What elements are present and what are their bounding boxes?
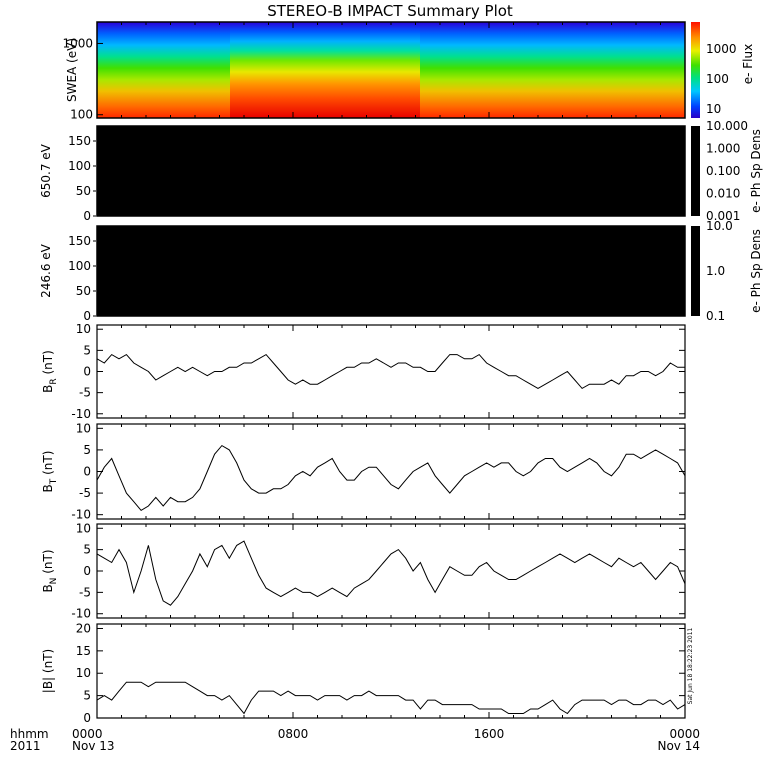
br-ytick-label-4: 10 (76, 322, 91, 336)
bt-ytick-label-1: -5 (79, 486, 91, 500)
bn-panel: -10 -5 0 5 10 BN (nT) (41, 521, 686, 621)
pad650-ytick-label-0: 0 (83, 209, 91, 223)
pad650-image (96, 125, 686, 217)
time-tick-date-3: Nov 14 (657, 739, 700, 753)
bn-ytick-label-0: -10 (71, 607, 91, 621)
bmag-series-line (96, 681, 686, 715)
plot-timestamp: Sat Jun 18 18:22:23 2011 (687, 627, 694, 704)
pad650-ytick-label-2: 100 (68, 159, 91, 173)
bt-ytick-label-0: -10 (71, 508, 91, 522)
pad246-ytick-label-0: 0 (83, 309, 91, 323)
pad246-colorbar-tick-0: 10.0 (706, 219, 733, 233)
bt-ytick-label-3: 5 (83, 443, 91, 457)
bn-ytick-label-4: 10 (76, 521, 91, 535)
pad246-colorbar-tick-1: 1.0 (706, 264, 725, 278)
time-tick-date-0: Nov 13 (72, 739, 115, 753)
bmag-ytick-label-2: 10 (76, 666, 91, 680)
swea-enhanced-band (230, 22, 420, 118)
br-ytick-label-2: 0 (83, 365, 91, 379)
pad650-colorbar-tick-3: 0.010 (706, 187, 740, 201)
pad650-ylabel: 650.7 eV (39, 143, 53, 198)
time-tick-label-0: 0000 (72, 727, 103, 741)
swea-colorbar-ticks: 10 100 1000 (706, 42, 737, 116)
pad650-colorbar-tick-1: 1.000 (706, 142, 740, 156)
pad246-ytick-label-2: 100 (68, 259, 91, 273)
time-tick-label-1: 0800 (278, 727, 309, 741)
swea-ytick-label-1: 1000 (62, 36, 93, 50)
pad650-colorbar-tick-4: 0.001 (706, 209, 740, 223)
bt-series-line (96, 444, 686, 512)
swea-ytick-label-0: 100 (70, 108, 93, 122)
pad246-colorbar (691, 226, 700, 316)
time-tick-label-3: 0000 (669, 727, 700, 741)
bn-series-line (96, 540, 686, 606)
bmag-ylabel: |B| (nT) (41, 649, 55, 693)
br-ytick-label-3: 5 (83, 343, 91, 357)
swea-colorbar-tick-2: 1000 (706, 42, 737, 56)
pad650-ytick-label-1: 50 (76, 184, 91, 198)
bmag-ytick-label-0: 0 (83, 711, 91, 725)
br-series-line (96, 353, 685, 390)
pad246-ytick-label-3: 150 (68, 234, 91, 248)
bn-ytick-label-3: 5 (83, 543, 91, 557)
axis-corner-hhmm: hhmm (10, 727, 49, 741)
bmag-ytick-label-3: 15 (76, 644, 91, 658)
bt-panel: -10 -5 0 5 10 BT (nT) (41, 421, 686, 522)
bt-ytick-label-4: 10 (76, 421, 91, 435)
swea-panel: SWEA (eV) 100 1000 10 100 1000 e- Flux (62, 21, 755, 122)
bmag-ytick-label-4: 20 (76, 621, 91, 635)
pad650-colorbar-label: e- Ph Sp Dens (749, 129, 763, 213)
pad246-ylabel: 246.6 eV (39, 243, 53, 298)
pad650-colorbar-tick-0: 10.000 (706, 119, 748, 133)
swea-colorbar (691, 22, 700, 118)
pad246-ytick-label-1: 50 (76, 284, 91, 298)
swea-colorbar-label: e- Flux (741, 44, 755, 84)
plot-title: STEREO-B IMPACT Summary Plot (267, 2, 513, 20)
pad650-colorbar (691, 126, 700, 216)
swea-ylabel: SWEA (eV) (65, 38, 79, 102)
br-ylabel: BR (nT) (41, 350, 59, 393)
bn-ylabel: BN (nT) (41, 549, 59, 592)
bt-ytick-label-2: 0 (83, 465, 91, 479)
swea-yticks: 100 1000 (62, 22, 686, 122)
axis-corner-year: 2011 (10, 739, 41, 753)
br-panel: -10 -5 0 5 10 BR (nT) (41, 322, 686, 421)
pad-panels: 0 50 100 150 650.7 eV 10.000 1.000 0.100 0.010 0.… (39, 119, 763, 323)
pad246-panel: 0 50 100 150 246.6 eV 10.0 1.0 0.1 e- Ph Sp Dens (39, 219, 763, 323)
pad650-colorbar-tick-2: 0.100 (706, 164, 740, 178)
pad650-ytick-label-3: 150 (68, 134, 91, 148)
bn-frame (96, 523, 686, 619)
pad246-colorbar-tick-2: 0.1 (706, 309, 725, 323)
pad650-panel: 0 50 100 150 650.7 eV 10.000 1.000 0.100 0.010 0.… (39, 119, 763, 223)
bt-frame (96, 423, 686, 520)
pad246-colorbar-label: e- Ph Sp Dens (749, 229, 763, 313)
bt-ylabel: BT (nT) (41, 451, 59, 493)
br-ytick-label-1: -5 (79, 386, 91, 400)
pad246-image (96, 225, 686, 317)
bmag-panel: 0 5 10 15 20 |B| (nT) (41, 621, 686, 725)
br-ytick-label-0: -10 (71, 407, 91, 421)
line-panels: -10 -5 0 5 10 BR (nT) -10 -5 0 5 10 BT (nT) -10 -5 0 5 1… (41, 322, 686, 725)
swea-colorbar-tick-0: 10 (706, 102, 721, 116)
bn-ytick-label-1: -5 (79, 585, 91, 599)
swea-colorbar-tick-1: 100 (706, 72, 729, 86)
time-tick-label-2: 1600 (474, 727, 505, 741)
bmag-ytick-label-1: 5 (83, 689, 91, 703)
bn-ytick-label-2: 0 (83, 564, 91, 578)
bmag-frame (96, 623, 686, 719)
